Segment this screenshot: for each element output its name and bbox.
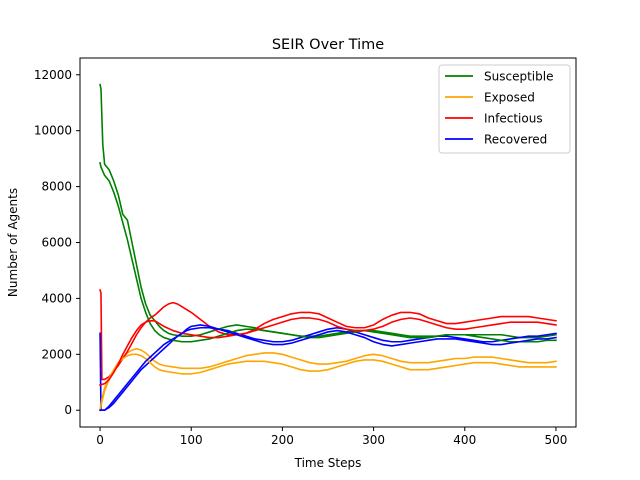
y-tick-label: 4000 [41,291,72,305]
x-tick-label: 0 [96,433,104,447]
x-tick-label: 100 [180,433,203,447]
y-tick-label: 8000 [41,180,72,194]
series-line-4 [99,326,557,412]
series-line-3 [99,289,557,381]
x-tick-label: 200 [271,433,294,447]
series-layer [99,83,557,412]
series-line-6 [99,353,557,412]
y-tick-label: 6000 [41,236,72,250]
y-axis-label: Number of Agents [6,188,20,297]
legend-label: Exposed [484,91,535,105]
series-line-7 [99,317,557,387]
y-tick-label: 12000 [34,68,72,82]
legend-frame [438,64,571,154]
chart-title: SEIR Over Time [272,37,384,53]
legend-label: Infectious [484,112,543,126]
x-axis-label: Time Steps [294,456,362,470]
legend: Susceptible Exposed Infectious Recovered [438,64,571,154]
series-line-5 [99,161,557,343]
legend-label: Susceptible [484,70,553,84]
series-line-8 [99,324,557,412]
x-tick-label: 500 [544,433,567,447]
series-line-2 [99,347,557,412]
x-tick-label: 300 [362,433,385,447]
y-tick-label: 2000 [41,347,72,361]
legend-label: Recovered [484,133,547,147]
y-tick-label: 10000 [34,124,72,138]
y-tick-label: 0 [64,403,72,417]
x-tick-label: 400 [453,433,476,447]
y-axis-ticks: 0 2000 4000 6000 8000 10000 12000 [34,68,80,417]
x-axis-ticks: 0 100 200 300 400 500 [96,427,567,447]
